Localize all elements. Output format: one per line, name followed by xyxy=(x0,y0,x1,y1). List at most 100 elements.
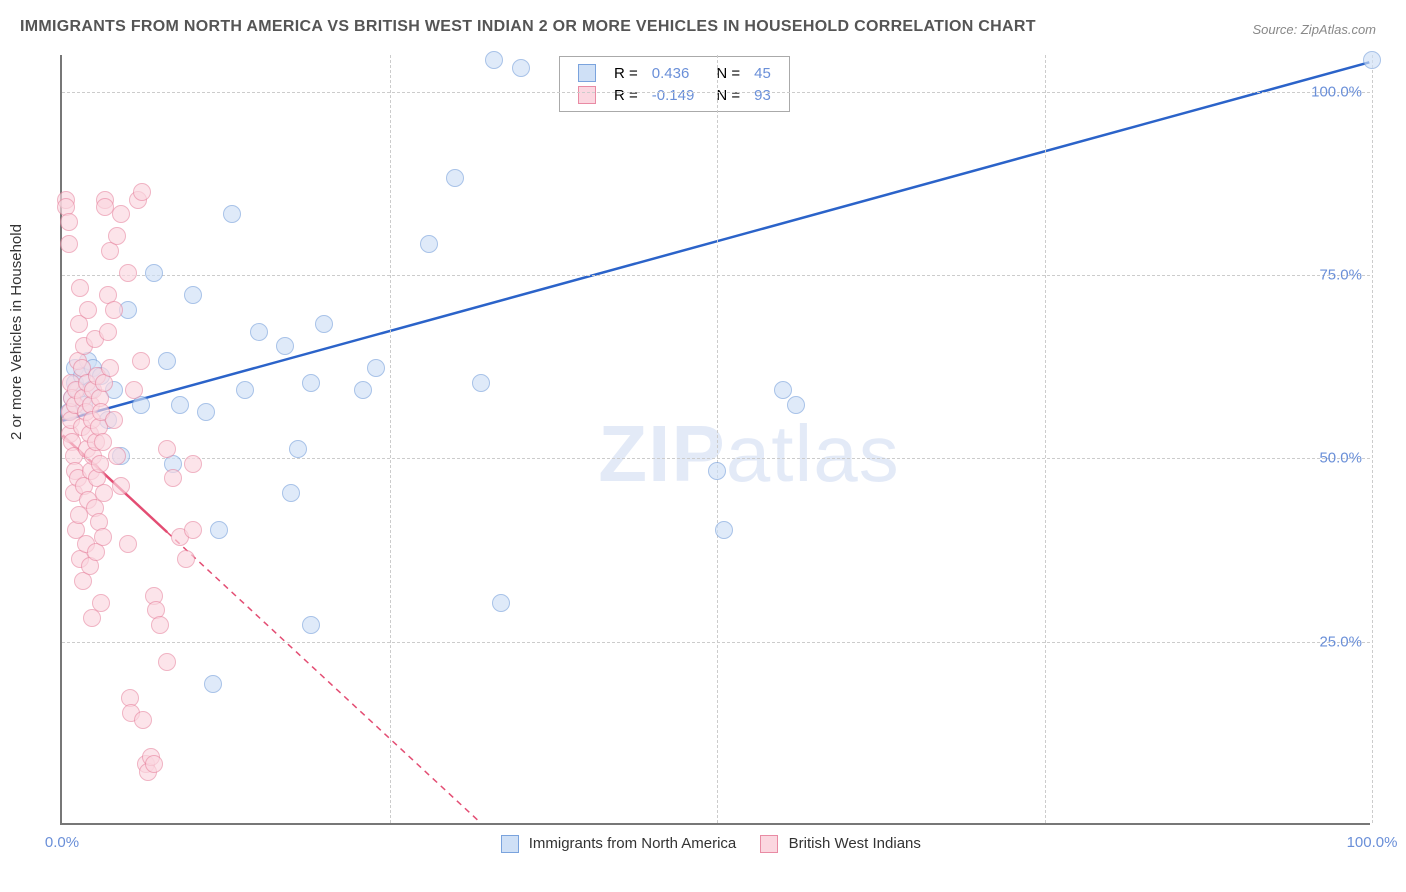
gridline-h xyxy=(62,275,1370,276)
gridline-h xyxy=(62,642,1370,643)
data-point xyxy=(184,521,202,539)
legend-n-value-1: 93 xyxy=(748,85,777,105)
data-point xyxy=(132,352,150,370)
data-point xyxy=(236,381,254,399)
y-tick-label: 75.0% xyxy=(1319,267,1362,284)
data-point xyxy=(715,521,733,539)
legend-label-series-1: British West Indians xyxy=(789,835,921,852)
data-point xyxy=(302,374,320,392)
legend-swatch-pink-bottom xyxy=(760,835,778,853)
data-point xyxy=(125,381,143,399)
data-point xyxy=(119,535,137,553)
data-point xyxy=(105,301,123,319)
legend-r-value-1: -0.149 xyxy=(646,85,701,105)
legend-swatch-pink xyxy=(578,86,596,104)
watermark: ZIPatlas xyxy=(598,408,899,500)
data-point xyxy=(420,235,438,253)
data-point xyxy=(223,205,241,223)
watermark-zip: ZIP xyxy=(598,409,725,498)
y-tick-label: 25.0% xyxy=(1319,633,1362,650)
data-point xyxy=(94,528,112,546)
y-tick-label: 50.0% xyxy=(1319,450,1362,467)
series-legend: Immigrants from North America British We… xyxy=(481,835,921,853)
data-point xyxy=(197,403,215,421)
watermark-atlas: atlas xyxy=(726,409,900,498)
data-point xyxy=(92,594,110,612)
data-point xyxy=(289,440,307,458)
data-point xyxy=(774,381,792,399)
data-point xyxy=(108,227,126,245)
data-point xyxy=(512,59,530,77)
legend-row-series-1: R = -0.149 N = 93 xyxy=(572,85,777,105)
data-point xyxy=(94,433,112,451)
correlation-legend-table: R = 0.436 N = 45 R = -0.149 N = 93 xyxy=(570,61,779,107)
data-point xyxy=(151,616,169,634)
data-point xyxy=(91,455,109,473)
data-point xyxy=(79,301,97,319)
data-point xyxy=(787,396,805,414)
data-point xyxy=(282,484,300,502)
legend-r-label: R = xyxy=(608,63,644,83)
data-point xyxy=(250,323,268,341)
data-point xyxy=(1363,51,1381,69)
data-point xyxy=(112,205,130,223)
gridline-v xyxy=(390,55,391,823)
data-point xyxy=(60,213,78,231)
gridline-v xyxy=(717,55,718,823)
data-point xyxy=(708,462,726,480)
data-point xyxy=(71,279,89,297)
legend-swatch-blue xyxy=(578,64,596,82)
data-point xyxy=(112,477,130,495)
data-point xyxy=(485,51,503,69)
data-point xyxy=(99,323,117,341)
data-point xyxy=(108,447,126,465)
gridline-h xyxy=(62,92,1370,93)
x-tick-label: 0.0% xyxy=(45,834,79,851)
chart-title: IMMIGRANTS FROM NORTH AMERICA VS BRITISH… xyxy=(20,18,1036,36)
data-point xyxy=(145,755,163,773)
data-point xyxy=(101,359,119,377)
data-point xyxy=(95,484,113,502)
data-point xyxy=(184,455,202,473)
data-point xyxy=(184,286,202,304)
legend-n-label: N = xyxy=(702,63,746,83)
data-point xyxy=(105,411,123,429)
data-point xyxy=(204,675,222,693)
data-point xyxy=(472,374,490,392)
trend-lines-layer xyxy=(62,55,1370,823)
legend-n-value-0: 45 xyxy=(748,63,777,83)
gridline-v xyxy=(1372,55,1373,823)
data-point xyxy=(133,183,151,201)
x-tick-label: 100.0% xyxy=(1347,834,1398,851)
legend-r-value-0: 0.436 xyxy=(646,63,701,83)
data-point xyxy=(210,521,228,539)
data-point xyxy=(492,594,510,612)
data-point xyxy=(367,359,385,377)
legend-label-series-0: Immigrants from North America xyxy=(529,835,737,852)
data-point xyxy=(60,235,78,253)
data-point xyxy=(164,469,182,487)
data-point xyxy=(134,711,152,729)
legend-r-label: R = xyxy=(608,85,644,105)
data-point xyxy=(158,653,176,671)
data-point xyxy=(315,315,333,333)
scatter-plot-area: ZIPatlas R = 0.436 N = 45 R = -0.149 N =… xyxy=(60,55,1370,825)
data-point xyxy=(145,264,163,282)
legend-row-series-0: R = 0.436 N = 45 xyxy=(572,63,777,83)
data-point xyxy=(158,352,176,370)
data-point xyxy=(276,337,294,355)
gridline-h xyxy=(62,458,1370,459)
correlation-legend: R = 0.436 N = 45 R = -0.149 N = 93 xyxy=(559,56,790,112)
y-axis-label: 2 or more Vehicles in Household xyxy=(8,224,25,440)
source-attribution: Source: ZipAtlas.com xyxy=(1252,22,1376,37)
data-point xyxy=(119,264,137,282)
gridline-v xyxy=(1045,55,1046,823)
legend-n-label: N = xyxy=(702,85,746,105)
data-point xyxy=(354,381,372,399)
data-point xyxy=(177,550,195,568)
data-point xyxy=(171,396,189,414)
data-point xyxy=(302,616,320,634)
data-point xyxy=(446,169,464,187)
trend-line-solid xyxy=(63,62,1370,420)
y-tick-label: 100.0% xyxy=(1311,83,1362,100)
